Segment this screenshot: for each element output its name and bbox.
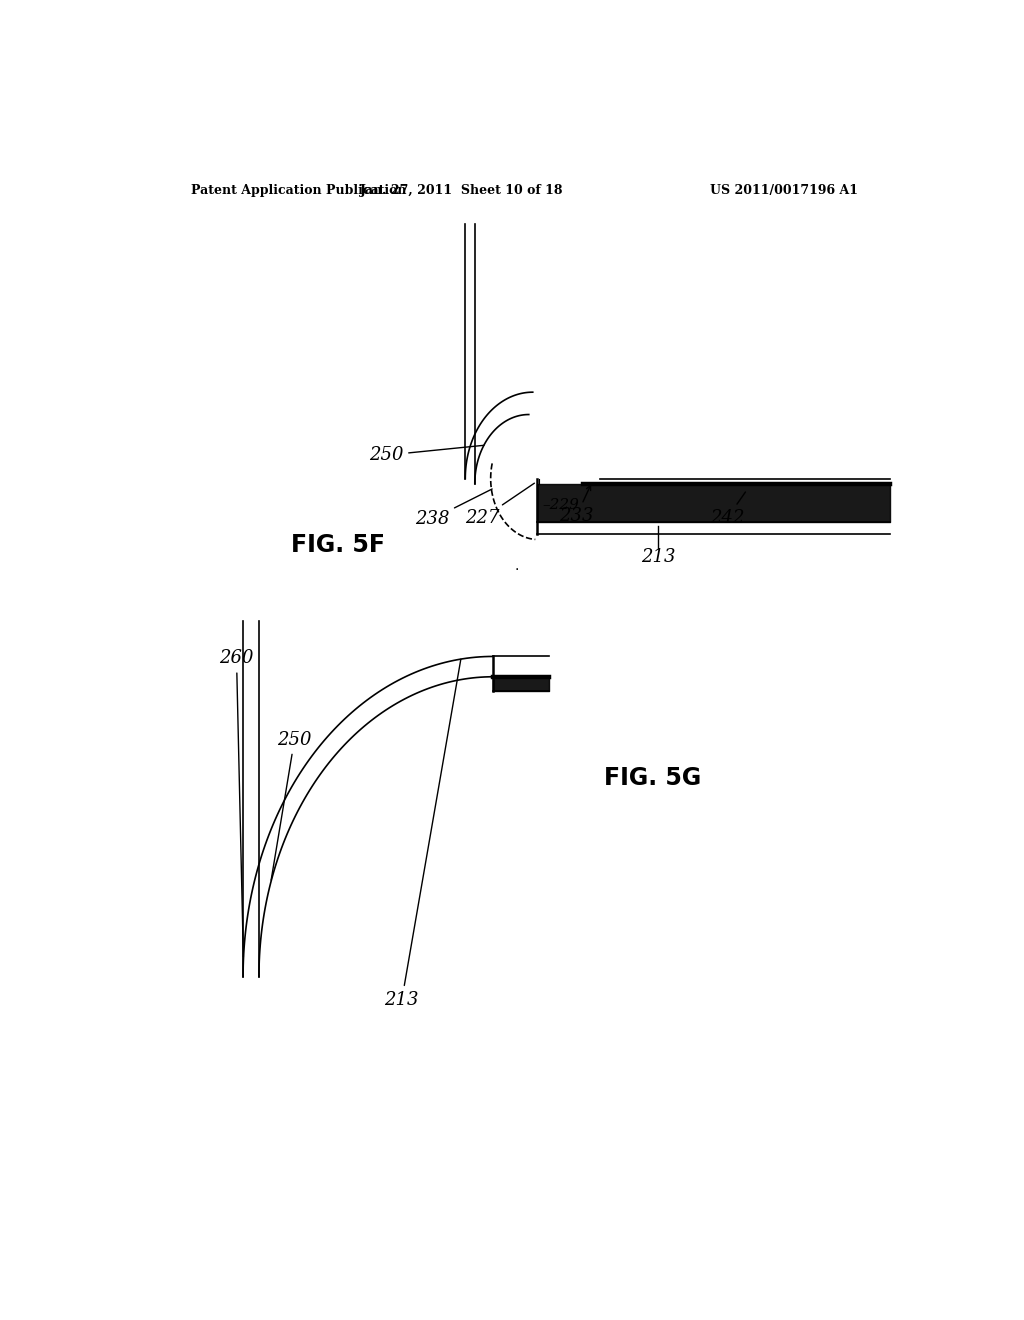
Text: 227: 227 xyxy=(466,483,535,527)
Text: 238: 238 xyxy=(415,488,493,528)
Text: 250: 250 xyxy=(271,731,311,880)
Text: Jan. 27, 2011  Sheet 10 of 18: Jan. 27, 2011 Sheet 10 of 18 xyxy=(359,183,563,197)
Text: 242: 242 xyxy=(710,492,745,527)
Text: FIG. 5G: FIG. 5G xyxy=(604,767,701,791)
Text: US 2011/0017196 A1: US 2011/0017196 A1 xyxy=(710,183,858,197)
Text: –229: –229 xyxy=(543,498,580,512)
Text: 213: 213 xyxy=(385,659,461,1008)
Text: 233: 233 xyxy=(559,486,594,525)
Text: 213: 213 xyxy=(641,548,676,566)
Text: ⋅: ⋅ xyxy=(515,564,519,577)
Text: FIG. 5F: FIG. 5F xyxy=(291,533,385,557)
Text: Patent Application Publication: Patent Application Publication xyxy=(191,183,407,197)
Text: 250: 250 xyxy=(369,445,484,465)
Text: 260: 260 xyxy=(219,649,254,957)
